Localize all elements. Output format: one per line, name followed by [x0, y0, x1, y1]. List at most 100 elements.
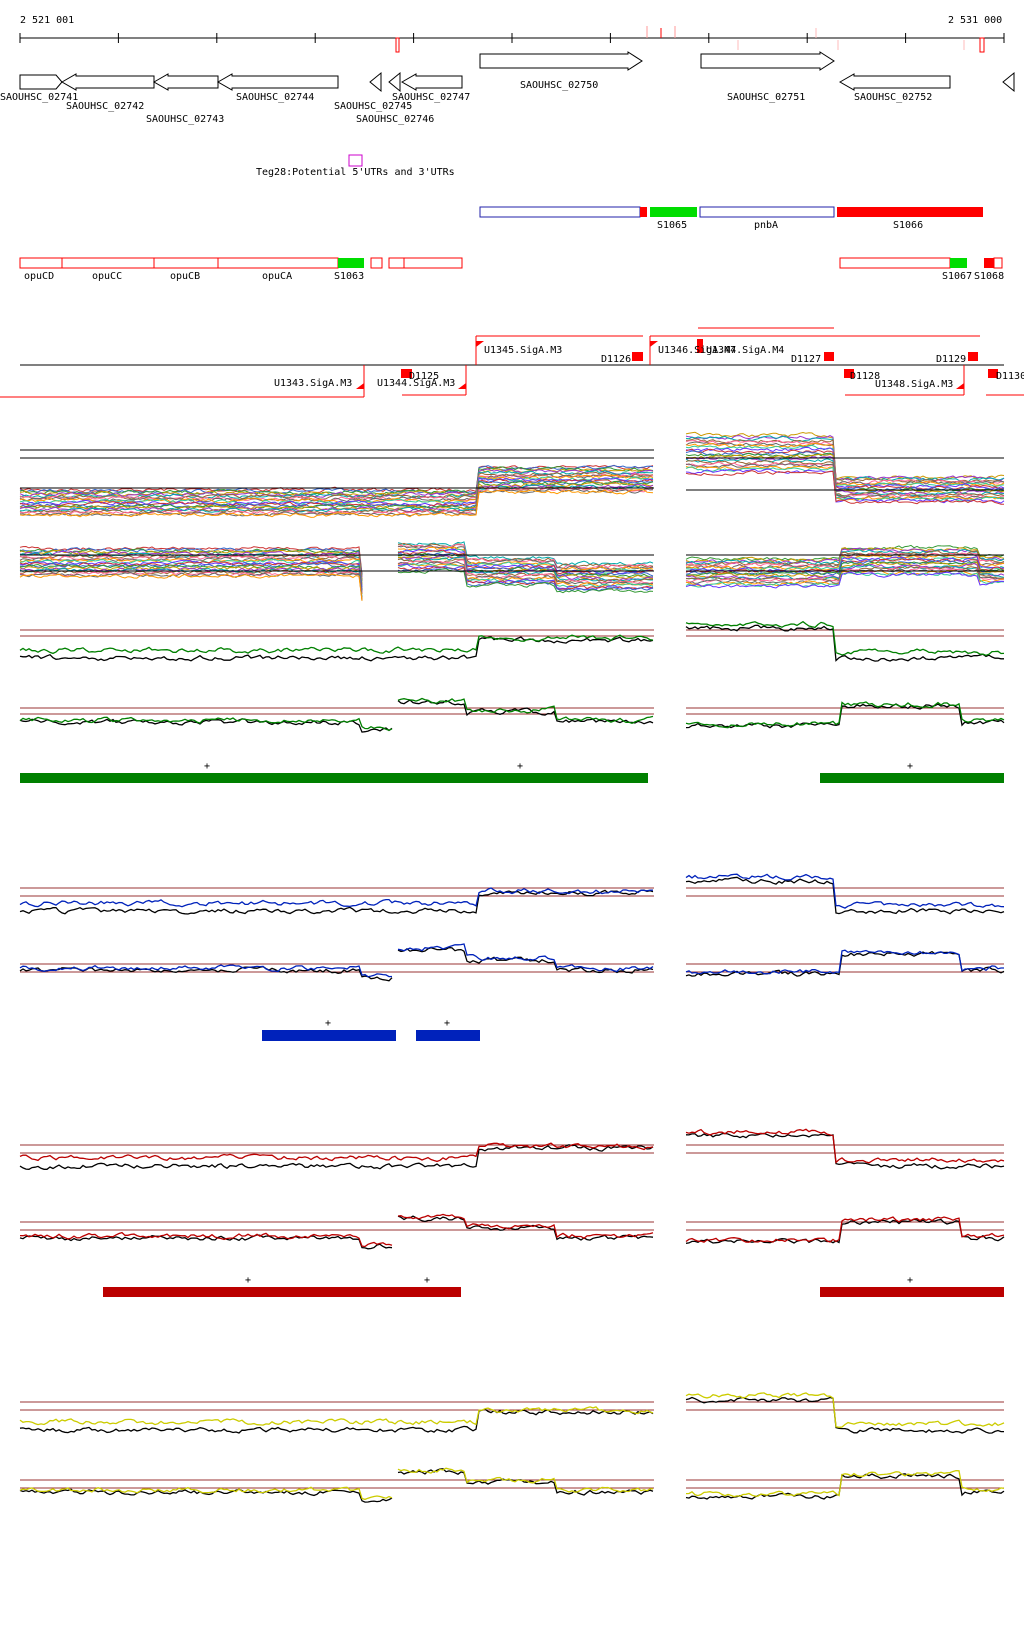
expression-trace	[397, 1213, 654, 1240]
green-condition-bar[interactable]	[20, 773, 648, 783]
gene-label: SAOUHSC_02745	[334, 101, 412, 112]
segment-box[interactable]	[640, 207, 647, 217]
expression-trace	[19, 636, 654, 662]
promoter-track: U1345.SigA.M3 D1126 U1346.SigA.M4 U1347.…	[0, 327, 1024, 398]
gene-saouhsc-02741[interactable]	[19, 74, 63, 90]
bar-mark: +	[424, 1275, 430, 1286]
expression-trace	[19, 487, 654, 517]
promoter-box-d1129[interactable]	[968, 352, 978, 361]
promoter-flag[interactable]	[458, 383, 466, 389]
expression-trace	[397, 546, 654, 572]
segment-box[interactable]	[839, 257, 951, 269]
promoter-box-d1126[interactable]	[632, 352, 643, 361]
ruler-feature-mark	[395, 37, 400, 53]
gene-saouhsc-02747[interactable]	[400, 73, 463, 91]
gene-label: SAOUHSC_02750	[520, 80, 598, 91]
expression-trace	[685, 873, 1005, 909]
segment-box[interactable]	[403, 257, 463, 269]
expression-trace	[685, 468, 1005, 504]
bar-mark: +	[204, 761, 210, 772]
gene-label: SAOUHSC_02747	[392, 92, 470, 103]
gene-saouhsc-02752[interactable]	[838, 73, 951, 91]
expression-trace	[397, 699, 654, 725]
promoter-label: D1129	[936, 354, 966, 365]
segments-plus-track: S1065 pnbA S1066	[479, 206, 983, 231]
gene-saouhsc-02751[interactable]	[700, 51, 835, 71]
expression-trace	[19, 889, 654, 915]
segment-s1066[interactable]	[837, 207, 983, 217]
expression-trace	[19, 547, 363, 575]
gene-saouhsc-02745[interactable]	[369, 71, 382, 93]
promoter-box-d1130[interactable]	[988, 369, 998, 378]
expression-trace	[19, 549, 363, 580]
segment-box[interactable]	[479, 206, 641, 218]
expression-trace	[685, 624, 1004, 662]
segment-box[interactable]	[388, 257, 405, 269]
teg-box[interactable]	[348, 154, 363, 167]
promoter-box-d1128[interactable]	[844, 369, 854, 378]
expression-trace	[685, 470, 1005, 505]
gene-label: SAOUHSC_02744	[236, 92, 314, 103]
promoter-box-d1127[interactable]	[824, 352, 834, 361]
expression-trace	[397, 1467, 654, 1493]
promoter-label: U1343.SigA.M3	[274, 378, 352, 389]
expression-tracks	[19, 431, 1005, 1503]
gene-saouhsc-02743[interactable]	[152, 73, 219, 91]
segment-opucc[interactable]	[61, 257, 155, 269]
segment-box[interactable]	[993, 257, 1003, 269]
promoter-label: U1345.SigA.M3	[484, 345, 562, 356]
red-condition-bar[interactable]	[820, 1287, 1004, 1297]
expression-trace	[397, 568, 654, 594]
gene-saouhsc-02742[interactable]	[60, 73, 155, 91]
expression-trace	[685, 1132, 1005, 1170]
expression-trace	[19, 716, 393, 732]
segment-box[interactable]	[370, 257, 383, 269]
promoter-label: U1347.SigA.M4	[706, 345, 784, 356]
expression-trace	[685, 1128, 1005, 1164]
expression-trace	[685, 565, 1005, 582]
expression-trace	[19, 483, 654, 513]
expression-trace	[19, 479, 654, 509]
segment-s1063[interactable]	[338, 258, 364, 268]
segment-s1065[interactable]	[650, 207, 697, 217]
segment-s1068[interactable]	[984, 258, 994, 268]
gene-label: SAOUHSC_02746	[356, 114, 434, 125]
promoter-box-d1125[interactable]	[401, 369, 412, 378]
expression-trace	[19, 480, 654, 511]
expression-trace	[19, 1231, 393, 1248]
expression-trace	[685, 1392, 1005, 1428]
promoter-flag[interactable]	[956, 383, 964, 389]
gene-saouhsc-02750[interactable]	[479, 51, 643, 71]
promoter-label: D1125	[409, 371, 439, 382]
gene-partial-right[interactable]	[1002, 71, 1015, 93]
segment-opuca[interactable]	[217, 257, 339, 269]
expression-trace	[685, 556, 1005, 573]
expression-trace	[397, 943, 654, 973]
segment-s1067[interactable]	[950, 258, 967, 268]
promoter-flag[interactable]	[476, 341, 484, 347]
blue-condition-bar[interactable]	[262, 1030, 396, 1041]
promoter-flag[interactable]	[697, 339, 703, 353]
segment-opucd[interactable]	[19, 257, 63, 269]
segment-opucb[interactable]	[153, 257, 219, 269]
promoter-flag[interactable]	[650, 341, 658, 347]
blue-condition-bar[interactable]	[416, 1030, 480, 1041]
expression-trace	[685, 1218, 1005, 1244]
promoter-flag[interactable]	[356, 383, 364, 389]
green-condition-bar[interactable]	[820, 773, 1004, 783]
promoter-label: D1127	[791, 354, 821, 365]
gene-saouhsc-02746[interactable]	[388, 71, 401, 93]
expression-trace	[685, 949, 1004, 975]
expression-trace	[685, 459, 1005, 498]
expression-trace	[19, 964, 393, 978]
segment-pnba[interactable]	[699, 206, 835, 218]
segment-label: S1063	[334, 271, 364, 282]
bar-mark: +	[907, 1275, 913, 1286]
teg-annotation[interactable]: Teg28:Potential 5'UTRs and 3'UTRs	[256, 154, 455, 178]
expression-trace	[19, 1234, 393, 1250]
segment-label: opuCA	[262, 271, 292, 282]
gene-saouhsc-02744[interactable]	[216, 73, 339, 91]
expression-trace	[19, 478, 654, 508]
red-condition-bar[interactable]	[103, 1287, 461, 1297]
